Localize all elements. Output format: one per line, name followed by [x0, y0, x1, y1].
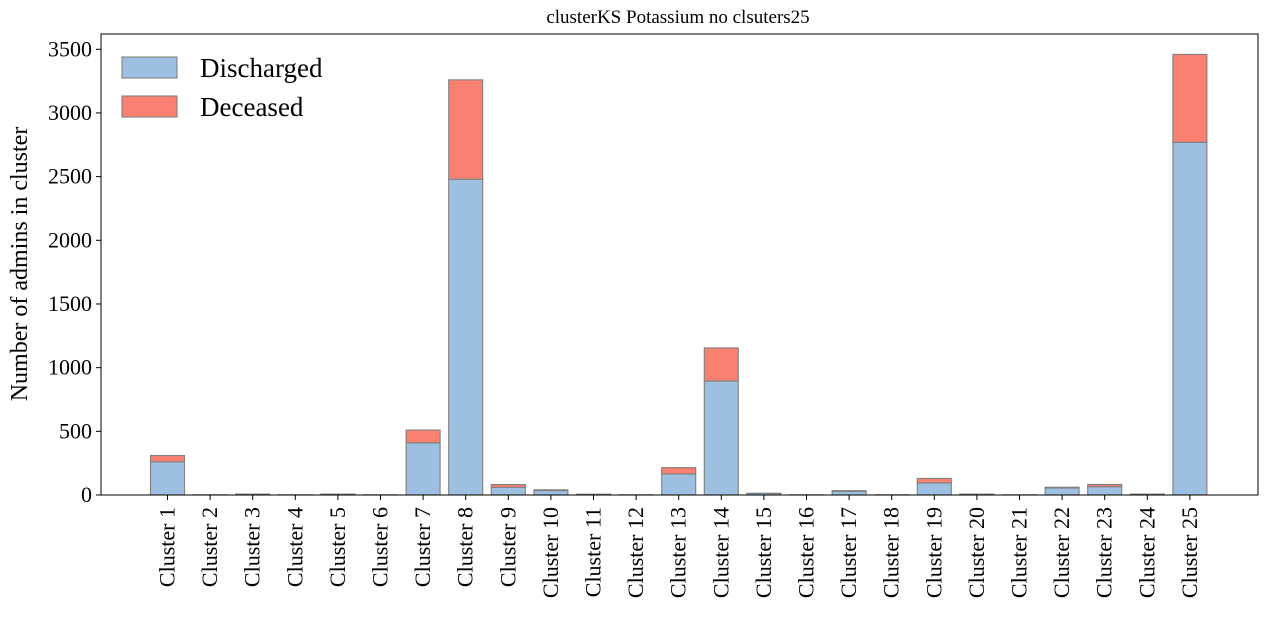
bar-discharged-25 [1173, 142, 1207, 495]
x-tick-label-6: Cluster 6 [368, 507, 393, 587]
x-tick-label-24: Cluster 24 [1134, 507, 1159, 598]
bar-deceased-13 [662, 468, 696, 474]
bar-deceased-7 [406, 430, 440, 443]
x-tick-label-16: Cluster 16 [794, 507, 819, 598]
plot-area: 0 500 1000 1500 2000 2500 3000 3500 Cluster 1 Clu… [48, 34, 1258, 598]
y-tick-label-2500: 2500 [48, 164, 92, 189]
x-tick-label-8: Cluster 8 [453, 507, 478, 587]
bar-discharged-22 [1045, 488, 1079, 495]
x-tick-label-12: Cluster 12 [623, 507, 648, 598]
bar-discharged-19 [917, 483, 951, 495]
x-tick-label-22: Cluster 22 [1049, 507, 1074, 598]
bar-deceased-19 [917, 478, 951, 482]
bar-discharged-8 [449, 179, 483, 495]
y-tick-label-2000: 2000 [48, 227, 92, 252]
x-tick-label-11: Cluster 11 [581, 507, 606, 597]
y-tick-label-1500: 1500 [48, 291, 92, 316]
x-tick-label-23: Cluster 23 [1092, 507, 1117, 598]
x-tick-label-13: Cluster 13 [666, 507, 691, 598]
y-tick-label-1000: 1000 [48, 355, 92, 380]
bar-deceased-22 [1045, 487, 1079, 488]
y-tick-label-3500: 3500 [48, 36, 92, 61]
bar-deceased-14 [704, 348, 738, 381]
legend-label-discharged: Discharged [200, 53, 323, 83]
x-tick-label-3: Cluster 3 [240, 507, 265, 587]
x-tick-label-9: Cluster 9 [495, 507, 520, 587]
bar-discharged-23 [1088, 487, 1122, 495]
y-tick-label-0: 0 [81, 482, 92, 507]
x-tick-label-18: Cluster 18 [879, 507, 904, 598]
bar-discharged-1 [151, 462, 185, 495]
x-tick-label-19: Cluster 19 [921, 507, 946, 598]
x-tick-label-7: Cluster 7 [410, 507, 435, 587]
bar-deceased-25 [1173, 54, 1207, 142]
bar-deceased-1 [151, 456, 185, 462]
y-axis-label: Number of admins in cluster [7, 127, 33, 402]
x-tick-label-5: Cluster 5 [325, 507, 350, 587]
x-tick-label-20: Cluster 20 [964, 507, 989, 598]
x-tick-label-21: Cluster 21 [1007, 507, 1032, 598]
legend-label-deceased: Deceased [200, 92, 304, 122]
bar-deceased-17 [832, 491, 866, 492]
x-tick-label-10: Cluster 10 [538, 507, 563, 598]
y-tick-label-500: 500 [59, 418, 92, 443]
bar-discharged-9 [491, 487, 525, 495]
x-tick-label-1: Cluster 1 [155, 507, 180, 587]
legend-swatch-discharged [122, 57, 177, 78]
bar-discharged-7 [406, 443, 440, 495]
x-tick-label-25: Cluster 25 [1177, 507, 1202, 598]
chart-title: clusterKS Potassium no clsuters25 [546, 7, 809, 28]
legend-swatch-deceased [122, 96, 177, 117]
x-tick-label-15: Cluster 15 [751, 507, 776, 598]
bar-discharged-13 [662, 474, 696, 495]
y-tick-label-3000: 3000 [48, 100, 92, 125]
bar-deceased-23 [1088, 484, 1122, 486]
x-tick-label-14: Cluster 14 [708, 507, 733, 598]
x-tick-label-2: Cluster 2 [197, 507, 222, 587]
bar-discharged-10 [534, 491, 568, 495]
bar-deceased-8 [449, 80, 483, 179]
x-tick-label-4: Cluster 4 [282, 507, 307, 587]
bar-deceased-9 [491, 485, 525, 488]
bar-discharged-14 [704, 381, 738, 495]
bar-deceased-10 [534, 490, 568, 491]
x-tick-label-17: Cluster 17 [836, 507, 861, 598]
